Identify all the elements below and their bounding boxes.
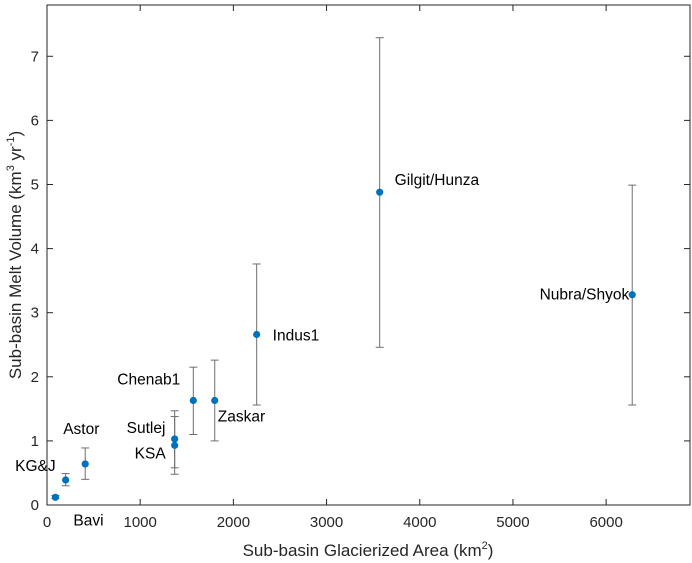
point-label: Nubra/Shyok [540,287,630,304]
x-tick-label: 2000 [217,514,250,531]
point-label: Sutlej [127,420,166,437]
data-point [171,441,179,449]
data-point [81,460,89,468]
data-points [51,188,636,501]
x-tick-label: 4000 [403,514,436,531]
x-tick-label: 5000 [496,514,529,531]
y-tick-label: 0 [31,497,39,514]
point-labels: Bavi KG&J Astor KSA Sutlej Chenab1 Zaskar Indus… [15,172,629,529]
point-label: Zaskar [218,409,265,426]
y-tick-label: 3 [31,305,39,322]
point-label: KG&J [15,458,55,475]
data-point [51,493,59,501]
axis-ticks: 0 1000 2000 3000 4000 5000 6000 0 1 2 3 4 5 6 7 [31,5,690,531]
data-point [62,476,70,484]
data-point [628,291,636,299]
x-axis-label: Sub-basin Glacierized Area (km2) [243,540,494,560]
point-label: Astor [63,421,99,438]
x-tick-label: 1000 [124,514,157,531]
y-tick-label: 6 [31,112,39,129]
plot-frame [46,4,691,506]
data-point [211,396,219,405]
x-tick-label: 0 [43,514,51,531]
point-label: Gilgit/Hunza [395,172,480,189]
point-label: Indus1 [273,327,320,344]
y-tick-label: 1 [31,433,39,450]
data-point [189,396,197,405]
y-tick-label: 7 [31,48,39,65]
y-tick-label: 2 [31,369,39,386]
data-point [376,188,384,196]
y-tick-label: 4 [31,241,39,258]
y-axis-label: Sub-basin Melt Volume (km3 yr-1) [5,131,25,379]
point-label: Bavi [73,512,103,529]
y-tick-label: 5 [31,176,39,193]
point-label: Chenab1 [117,372,180,389]
x-tick-label: 3000 [310,514,343,531]
x-tick-label: 6000 [589,514,622,531]
data-point [253,330,261,339]
point-label: KSA [135,445,167,462]
data-point [171,435,179,443]
